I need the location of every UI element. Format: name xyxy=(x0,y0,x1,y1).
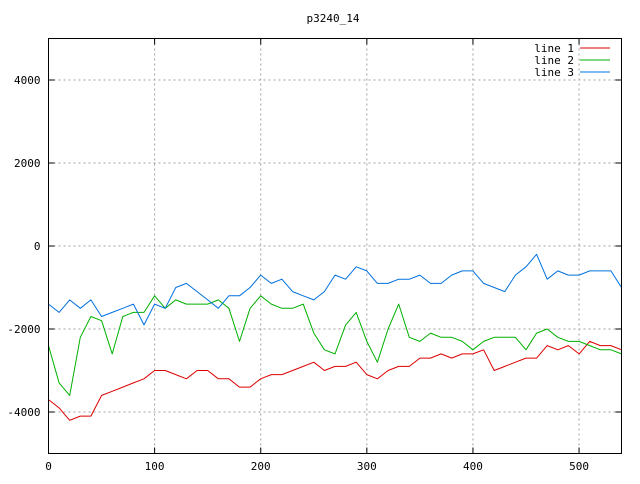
x-tick-label: 0 xyxy=(45,460,52,473)
legend-label: line 3 xyxy=(534,66,574,79)
chart-title: p3240_14 xyxy=(307,12,360,25)
legend-label: line 1 xyxy=(534,42,574,55)
axis-ticks: 0 100 200 300 400 500 -4000 -2000 0 2000 4000 xyxy=(7,38,622,473)
y-tick-label: -4000 xyxy=(7,406,40,419)
series-line-2 xyxy=(48,295,622,396)
series-line-1 xyxy=(48,340,622,421)
y-tick-label: 2000 xyxy=(14,157,41,170)
grid xyxy=(48,38,622,454)
legend-label: line 2 xyxy=(534,54,574,67)
series-line-3 xyxy=(48,253,622,326)
x-tick-label: 500 xyxy=(569,460,589,473)
y-tick-label: 4000 xyxy=(14,74,41,87)
series-group xyxy=(48,253,622,421)
y-tick-label: 0 xyxy=(34,240,41,253)
y-tick-label: -2000 xyxy=(7,323,40,336)
x-tick-label: 100 xyxy=(145,460,165,473)
x-tick-label: 400 xyxy=(463,460,483,473)
x-tick-label: 300 xyxy=(357,460,377,473)
x-tick-label: 200 xyxy=(251,460,271,473)
